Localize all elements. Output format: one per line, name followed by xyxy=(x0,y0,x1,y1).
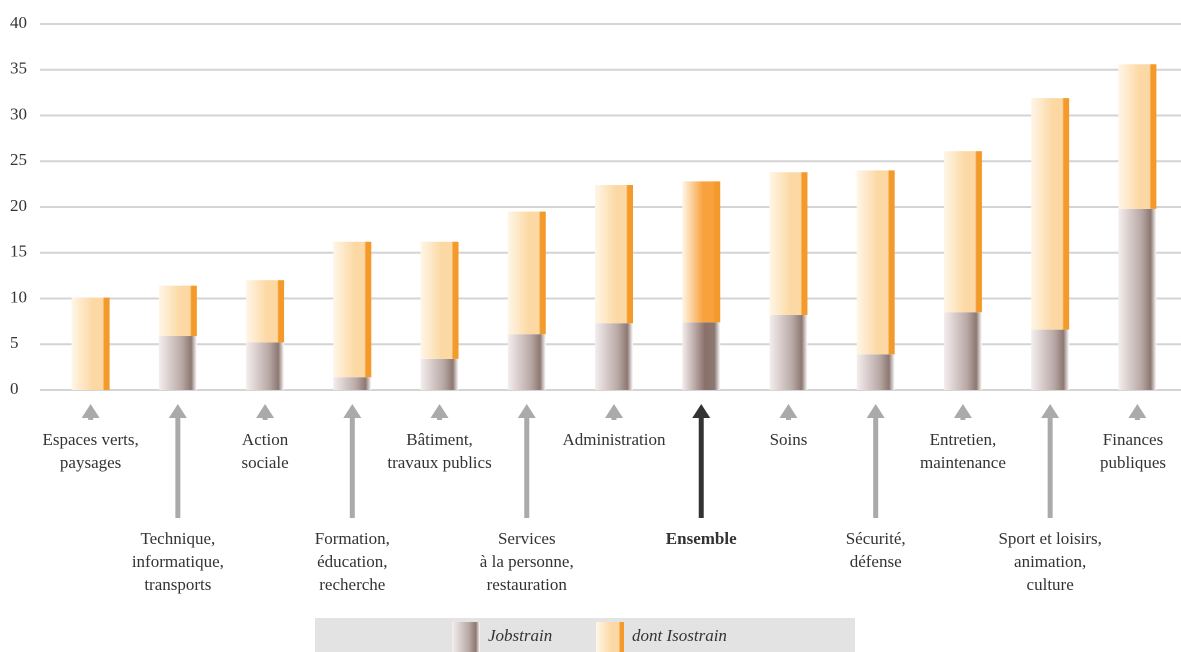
legend-swatch xyxy=(452,622,480,652)
bar-segment xyxy=(682,181,721,323)
bar-segment xyxy=(682,322,721,390)
x-tick-label: recherche xyxy=(319,575,385,594)
y-tick-label: 35 xyxy=(10,59,27,78)
y-tick-label: 0 xyxy=(10,379,19,398)
bar-segment xyxy=(856,170,895,355)
arrow-head xyxy=(1128,404,1147,418)
x-tick-label: Entretien, xyxy=(930,430,997,449)
bar-segment xyxy=(420,241,459,359)
x-tick-label: Bâtiment, xyxy=(406,430,473,449)
bar-segment xyxy=(856,354,895,390)
y-tick-label: 15 xyxy=(10,242,27,261)
bar-segment xyxy=(246,280,285,343)
x-tick-label: Technique, xyxy=(140,529,215,548)
arrow-head xyxy=(866,404,885,418)
legend: Jobstrain dont Isostrain xyxy=(315,618,855,652)
x-tick-label: publiques xyxy=(1100,453,1166,472)
x-tick-label: animation, xyxy=(1014,552,1086,571)
arrow-head xyxy=(168,404,187,418)
x-tick-label: Administration xyxy=(563,430,666,449)
bar-segment xyxy=(1118,64,1157,209)
x-tick-label: maintenance xyxy=(920,453,1006,472)
arrow-head xyxy=(692,404,711,418)
legend-swatch xyxy=(596,622,624,652)
x-tick-label: Espaces verts, xyxy=(42,430,138,449)
arrow-head xyxy=(779,404,798,418)
x-tick-label: éducation, xyxy=(317,552,387,571)
bar-segment xyxy=(1031,329,1070,390)
bar-segment xyxy=(158,336,197,390)
bar-segment xyxy=(158,285,197,337)
arrow-head xyxy=(1041,404,1060,418)
x-tick-label: transports xyxy=(144,575,211,594)
y-tick-label: 10 xyxy=(10,287,27,306)
bar-segment xyxy=(943,312,982,390)
legend-label: dont Isostrain xyxy=(632,626,727,645)
x-tick-label: à la personne, xyxy=(480,552,574,571)
x-tick-label: défense xyxy=(850,552,902,571)
arrow-head xyxy=(256,404,275,418)
arrow-head xyxy=(953,404,972,418)
arrow-head xyxy=(343,404,362,418)
bar-segment xyxy=(507,334,546,390)
y-tick-label: 5 xyxy=(10,333,19,352)
bar-segment xyxy=(943,151,982,313)
y-tick-label: 20 xyxy=(10,196,27,215)
arrow-head xyxy=(517,404,536,418)
x-tick-label: sociale xyxy=(241,453,288,472)
x-tick-label: restauration xyxy=(487,575,568,594)
x-tick-label: travaux publics xyxy=(387,453,491,472)
bar-segment xyxy=(420,358,459,390)
bar-segment xyxy=(595,323,633,390)
x-tick-label: Action xyxy=(242,430,289,449)
bar-segment xyxy=(1031,98,1070,330)
x-tick-label: Finances xyxy=(1103,430,1163,449)
bar-segment xyxy=(769,314,808,390)
x-tick-label: paysages xyxy=(60,453,121,472)
arrow-head xyxy=(605,404,623,418)
y-tick-label: 25 xyxy=(10,150,27,169)
bar-segment xyxy=(1118,208,1157,390)
x-tick-label: informatique, xyxy=(132,552,224,571)
legend-box xyxy=(315,618,855,652)
arrow-head xyxy=(430,404,449,418)
bar-segment xyxy=(769,172,808,315)
y-tick-label: 40 xyxy=(10,13,27,32)
legend-label: Jobstrain xyxy=(488,626,552,645)
y-tick-label: 30 xyxy=(10,104,27,123)
arrow-head xyxy=(81,404,100,418)
bar-segment xyxy=(246,342,285,390)
x-tick-label: culture xyxy=(1027,575,1074,594)
bar-segment xyxy=(595,185,633,324)
x-tick-label: Formation, xyxy=(315,529,390,548)
bar-segment xyxy=(333,377,372,390)
bar-segment xyxy=(507,211,546,335)
x-tick-label: Ensemble xyxy=(666,529,737,548)
bar-segment xyxy=(71,297,110,390)
x-tick-label: Sport et loisirs, xyxy=(998,529,1101,548)
x-tick-label: Sécurité, xyxy=(846,529,906,548)
x-tick-label: Soins xyxy=(770,430,808,449)
x-tick-label: Services xyxy=(498,529,556,548)
bar-segment xyxy=(333,241,372,378)
